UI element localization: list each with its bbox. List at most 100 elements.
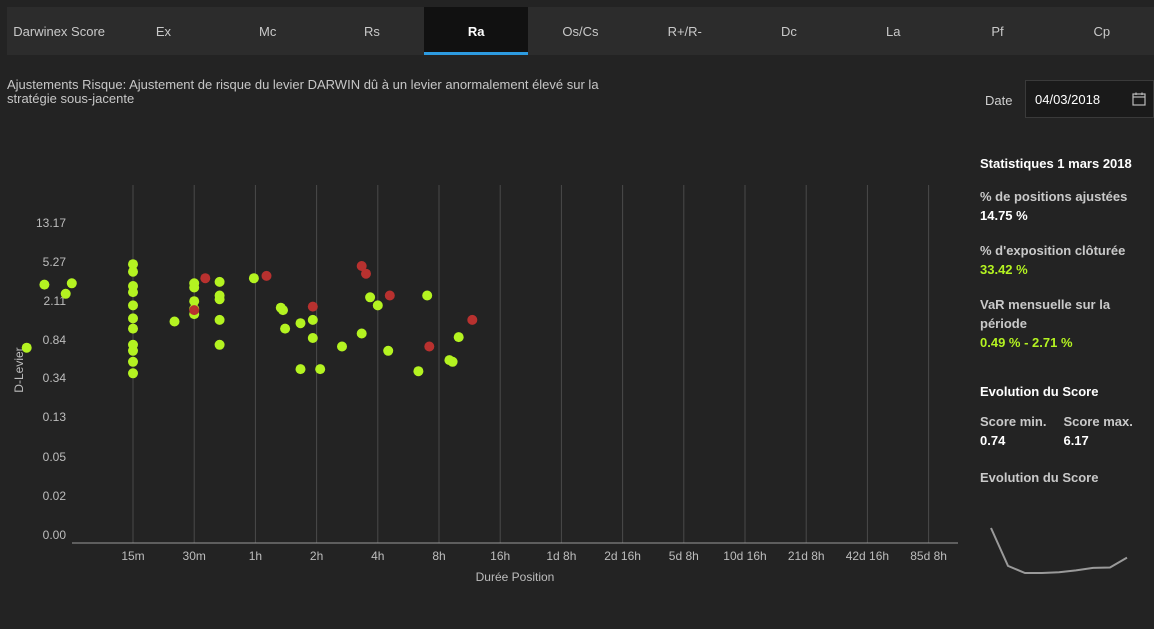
data-point-green	[214, 276, 225, 287]
y-tick-label: 0.84	[43, 333, 67, 347]
data-point-green	[39, 279, 50, 290]
data-point-green	[128, 368, 138, 379]
data-point-green	[280, 323, 291, 334]
x-tick-label: 16h	[490, 549, 510, 563]
data-point-green	[214, 339, 225, 350]
data-point-green	[214, 294, 225, 305]
x-tick-label: 2d 16h	[604, 549, 641, 563]
data-point-green	[128, 356, 138, 367]
date-value: 04/03/2018	[1035, 91, 1101, 107]
data-point-green	[365, 292, 376, 303]
data-point-red	[189, 305, 200, 316]
score-evolution-sparkline	[990, 527, 1128, 574]
data-point-green	[66, 278, 77, 289]
data-point-green	[278, 305, 288, 316]
tab-mc[interactable]: Mc	[258, 23, 277, 39]
data-point-red	[307, 301, 318, 312]
data-point-green	[295, 364, 306, 375]
data-point-red	[356, 261, 367, 271]
x-tick-label: 1h	[249, 549, 262, 563]
data-point-green	[128, 287, 138, 298]
data-point-red	[467, 314, 478, 325]
y-tick-label: 2.11	[44, 294, 67, 308]
data-point-green	[21, 342, 32, 353]
stats-title: Statistiques 1 mars 2018	[980, 156, 1132, 171]
y-tick-label: 5.27	[43, 255, 67, 269]
var-value: 0.49 % - 2.71 %	[980, 335, 1073, 350]
pct-exposure-value: 33.42 %	[980, 262, 1028, 277]
pct-exposure-label: % d'exposition clôturée	[980, 243, 1126, 258]
data-point-red	[384, 290, 395, 301]
data-point-green	[337, 341, 347, 352]
y-tick-label: 0.00	[43, 528, 67, 542]
evolution-title: Evolution du Score	[980, 384, 1099, 399]
calendar-icon[interactable]	[1131, 91, 1147, 107]
date-label: Date	[985, 93, 1013, 108]
data-point-green	[169, 316, 180, 327]
x-tick-label: 5d 8h	[669, 549, 699, 563]
data-point-green	[60, 288, 71, 299]
y-axis-label: D-Levier	[12, 347, 26, 392]
x-tick-label: 21d 8h	[788, 549, 825, 563]
x-tick-label: 2h	[310, 549, 323, 563]
score-max: Score max. 6.17	[1063, 412, 1132, 450]
x-tick-label: 10d 16h	[723, 549, 766, 563]
data-point-green	[189, 282, 200, 293]
data-point-green	[128, 259, 138, 270]
x-tick-label: 85d 8h	[910, 549, 947, 563]
data-point-red	[200, 273, 211, 284]
pct-adjusted-label: % de positions ajustées	[980, 189, 1128, 204]
data-point-green	[315, 364, 326, 375]
x-tick-label: 15m	[121, 549, 144, 563]
x-tick-label: 1d 8h	[546, 549, 576, 563]
scatter-chart: 15m 30m 1h 2h 4h 8h 16h 1d 8h 2d 16h 5d 8h 10d 16h…	[12, 185, 958, 584]
data-point-red	[424, 341, 435, 352]
tab-pf[interactable]: Pf	[991, 23, 1004, 39]
data-point-red	[261, 270, 272, 281]
data-point-green	[214, 314, 225, 325]
tab-os-cs[interactable]: Os/Cs	[562, 23, 599, 39]
data-point-green	[307, 333, 318, 343]
tab-darwinex-score[interactable]: Darwinex Score	[13, 23, 106, 39]
y-tick-label: 0.13	[43, 410, 67, 424]
y-tick-label: 0.34	[43, 371, 67, 385]
date-input[interactable]: 04/03/2018	[1025, 80, 1154, 118]
data-point-green	[413, 366, 424, 377]
score-max-value: 6.17	[1063, 433, 1089, 448]
y-tick-label: 0.02	[43, 489, 67, 503]
tab-rs[interactable]: Rs	[363, 23, 380, 39]
data-point-green	[128, 323, 138, 334]
tab-ex[interactable]: Ex	[155, 23, 171, 39]
x-tick-label: 8h	[432, 549, 445, 563]
tab-ra[interactable]: Ra	[424, 7, 529, 55]
data-point-green	[307, 314, 318, 325]
data-point-green	[128, 313, 138, 324]
score-min: Score min. 0.74	[980, 412, 1046, 450]
data-point-green	[422, 290, 433, 301]
score-min-value: 0.74	[980, 433, 1006, 448]
tab-bar: Darwinex Score Ex Mc Rs Ra Os/Cs R+/R- Dc La Pf Cp	[7, 7, 1154, 55]
score-min-label: Score min.	[980, 414, 1047, 429]
tab-la[interactable]: La	[886, 23, 901, 39]
tab-dc[interactable]: Dc	[781, 23, 797, 39]
data-point-green	[128, 345, 138, 356]
data-point-green	[128, 300, 138, 311]
tab-r-r-[interactable]: R+/R-	[667, 23, 702, 39]
score-range: Score min. 0.74 Score max. 6.17	[980, 412, 1150, 450]
data-point-green	[248, 273, 259, 284]
stats-panel: Statistiques 1 mars 2018 % de positions …	[980, 150, 1150, 487]
tab-cp[interactable]: Cp	[1093, 23, 1111, 39]
data-point-green	[128, 266, 138, 277]
data-point-green	[447, 356, 458, 367]
y-tick-label: 13.17	[36, 216, 66, 230]
data-point-green	[295, 318, 306, 329]
data-point-green	[372, 300, 383, 311]
data-point-red	[361, 268, 371, 279]
score-max-label: Score max.	[1063, 414, 1133, 429]
score-evolution-line	[990, 527, 1128, 574]
x-tick-label: 4h	[371, 549, 384, 563]
data-point-green	[453, 332, 464, 343]
x-axis-label: Durée Position	[476, 570, 555, 584]
x-tick-label: 42d 16h	[846, 549, 889, 563]
x-tick-label: 30m	[183, 549, 206, 563]
